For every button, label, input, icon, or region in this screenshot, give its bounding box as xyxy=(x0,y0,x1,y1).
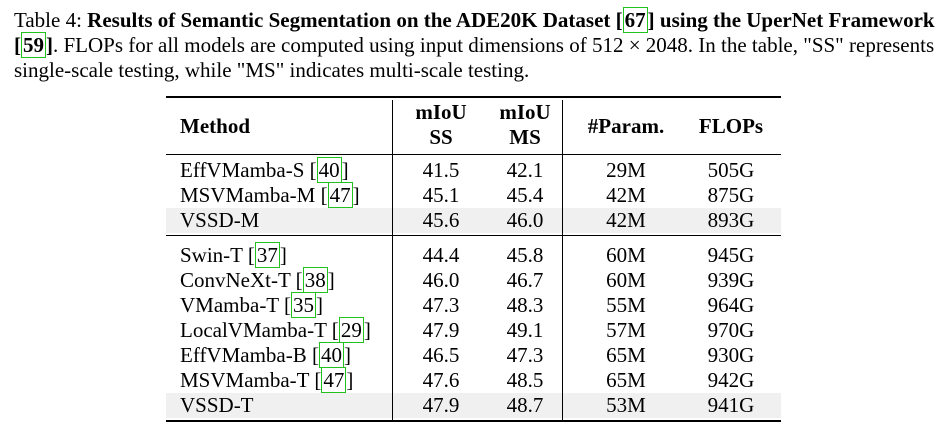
caption-bold-part1: Results of Semantic Segmentation on the … xyxy=(87,8,611,32)
miou-ms-value: 46.7 xyxy=(506,268,544,292)
method-name: EffVMamba-B [40] xyxy=(180,342,351,368)
flops-value: 939G xyxy=(707,268,755,292)
citation-link[interactable]: 59 xyxy=(21,32,46,58)
miou-ss-value: 47.6 xyxy=(422,368,460,392)
flops-value: 930G xyxy=(707,343,755,367)
flops-value: 875G xyxy=(707,183,755,207)
miou-ss-value: 47.9 xyxy=(422,393,460,417)
highlight-row xyxy=(166,393,781,418)
method-name: EffVMamba-S [40] xyxy=(180,157,349,183)
citation-link[interactable]: 40 xyxy=(319,342,344,368)
miou-ss-value: 44.4 xyxy=(422,243,460,267)
miou-ss-value: 45.1 xyxy=(422,183,460,207)
miou-ms-value: 47.3 xyxy=(506,343,544,367)
method-name: VMamba-T [35] xyxy=(180,292,323,318)
highlight-row xyxy=(166,208,781,233)
method-name: LocalVMamba-T [29] xyxy=(180,317,371,343)
flops-value: 941G xyxy=(707,393,755,417)
column-divider xyxy=(562,100,563,420)
flops-value: 505G xyxy=(707,158,755,182)
params-value: 55M xyxy=(606,293,646,317)
miou-ss-value: 47.3 xyxy=(422,293,460,317)
miou-ms-value: 45.8 xyxy=(506,243,544,267)
citation-link[interactable]: 29 xyxy=(338,317,364,343)
miou-ss-value: 46.5 xyxy=(422,343,460,367)
method-name: MSVMamba-M [47] xyxy=(180,182,360,208)
method-name: MSVMamba-T [47] xyxy=(180,367,354,393)
header-rule xyxy=(166,154,781,155)
citation-link[interactable]: 40 xyxy=(316,157,342,183)
params-value: 42M xyxy=(606,208,646,232)
miou-ms-value: 45.4 xyxy=(506,183,544,207)
params-value: 60M xyxy=(606,268,646,292)
header-miou-ss: mIoU SS xyxy=(415,100,467,149)
caption-label: Table 4: xyxy=(14,8,82,32)
header-miou-ms: mIoU MS xyxy=(499,100,551,149)
bottom-rule xyxy=(166,420,781,422)
miou-ss-value: 41.5 xyxy=(422,158,460,182)
caption-rest: . FLOPs for all models are computed usin… xyxy=(14,33,935,82)
group-rule xyxy=(166,235,781,236)
method-name: VSSD-M xyxy=(180,208,260,232)
miou-ms-value: 42.1 xyxy=(506,158,544,182)
citation-link[interactable]: 38 xyxy=(302,267,328,293)
citation-link[interactable]: 47 xyxy=(327,182,353,208)
flops-value: 893G xyxy=(707,208,755,232)
miou-ms-value: 48.5 xyxy=(506,368,544,392)
citation-link[interactable]: 37 xyxy=(254,242,280,268)
miou-ms-value: 48.7 xyxy=(506,393,544,417)
flops-value: 945G xyxy=(707,243,755,267)
method-name: ConvNeXt-T [38] xyxy=(180,267,335,293)
header-method: Method xyxy=(180,114,250,138)
citation-link[interactable]: 35 xyxy=(291,292,316,318)
header-flops: FLOPs xyxy=(698,114,764,138)
params-value: 65M xyxy=(606,368,646,392)
method-name: Swin-T [37] xyxy=(180,242,287,268)
column-divider xyxy=(392,100,393,420)
params-value: 60M xyxy=(606,243,646,267)
params-value: 29M xyxy=(606,158,646,182)
miou-ms-value: 48.3 xyxy=(506,293,544,317)
table-caption: Table 4: Results of Semantic Segmentatio… xyxy=(14,7,935,82)
citation-link[interactable]: 67 xyxy=(622,7,648,33)
params-value: 42M xyxy=(606,183,646,207)
caption-bold-part2: using the UperNet Framework xyxy=(659,8,935,32)
miou-ss-value: 45.6 xyxy=(422,208,460,232)
miou-ms-value: 46.0 xyxy=(506,208,544,232)
params-value: 57M xyxy=(606,318,646,342)
miou-ms-value: 49.1 xyxy=(506,318,544,342)
method-name: VSSD-T xyxy=(180,393,254,417)
params-value: 65M xyxy=(606,343,646,367)
flops-value: 964G xyxy=(707,293,755,317)
citation-link[interactable]: 47 xyxy=(321,367,347,393)
flops-value: 970G xyxy=(707,318,755,342)
header-params: #Param. xyxy=(587,114,665,138)
miou-ss-value: 46.0 xyxy=(422,268,460,292)
params-value: 53M xyxy=(606,393,646,417)
top-rule xyxy=(166,96,781,98)
miou-ss-value: 47.9 xyxy=(422,318,460,342)
flops-value: 942G xyxy=(707,368,755,392)
